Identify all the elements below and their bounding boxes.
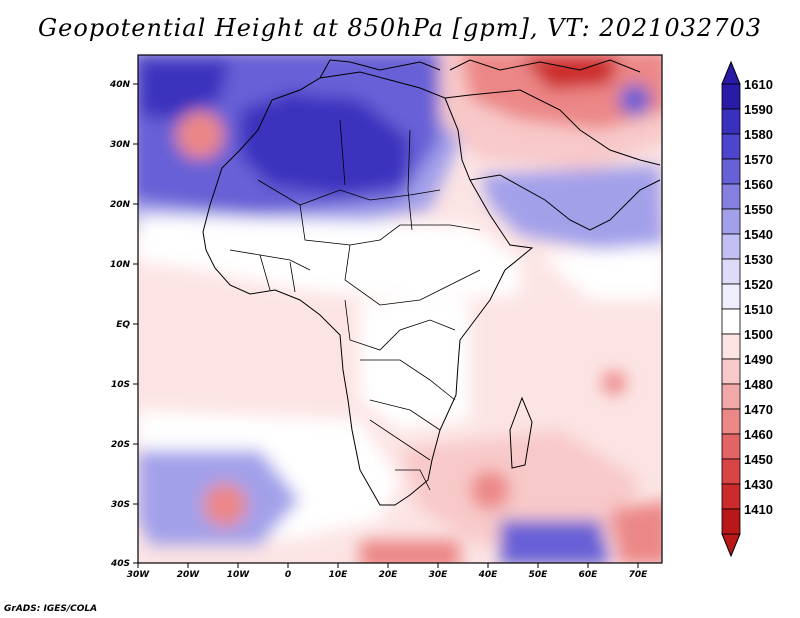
x-tick-label: 60E [579, 570, 599, 580]
country-borders [229, 119, 481, 491]
x-tick-label: 20E [379, 570, 399, 580]
colorbar-swatch [721, 333, 741, 360]
colorbar-swatch [721, 508, 741, 535]
colorbar-swatch [721, 233, 741, 260]
colorbar-swatch [721, 358, 741, 385]
colorbar-swatch [721, 283, 741, 310]
colorbar-top-arrow [721, 60, 741, 85]
colorbar-swatch [721, 158, 741, 185]
x-tick-label: 70E [629, 570, 649, 580]
colorbar-swatch [721, 183, 741, 210]
colorbar-swatch [721, 308, 741, 335]
colorbar-label: 1580 [744, 127, 773, 142]
tick-marks [133, 83, 639, 568]
coastlines [202, 59, 661, 506]
x-tick-label: 0 [285, 570, 291, 580]
colorbar-label: 1410 [744, 502, 773, 517]
colorbar-label: 1530 [744, 252, 773, 267]
x-axis-labels: 30W 20W 10W 0 10E 20E 30E 40E 50E 60E 70… [127, 570, 648, 580]
colorbar-label: 1510 [744, 302, 773, 317]
y-tick-label: 40N [109, 80, 131, 90]
colorbar-label: 1590 [744, 102, 773, 117]
x-tick-label: 30E [429, 570, 449, 580]
colorbar-label: 1460 [744, 427, 773, 442]
y-tick-label: 20N [110, 200, 131, 210]
y-tick-label: 30S [111, 500, 130, 510]
x-tick-label: 10W [227, 570, 251, 580]
y-tick-label: 10S [111, 380, 130, 390]
y-tick-label: 30N [110, 140, 131, 150]
y-axis-labels: 40N 30N 20N 10N EQ 10S 20S 30S 40S [109, 80, 131, 569]
colorbar-swatch [721, 258, 741, 285]
x-tick-label: 30W [127, 570, 151, 580]
colorbar-swatch [721, 458, 741, 485]
x-tick-label: 20W [177, 570, 201, 580]
chart-title: Geopotential Height at 850hPa [gpm], VT:… [38, 14, 762, 42]
y-tick-label: 20S [111, 440, 130, 450]
colorbar-label: 1540 [744, 227, 773, 242]
colorbar-swatch [721, 383, 741, 410]
y-tick-label: 40S [110, 559, 130, 569]
colorbar-swatch [721, 108, 741, 135]
x-tick-label: 50E [529, 570, 549, 580]
colorbar-label: 1570 [744, 152, 773, 167]
colorbar-label: 1430 [744, 477, 773, 492]
colorbar-label: 1480 [744, 377, 773, 392]
x-tick-label: 40E [478, 570, 499, 580]
colorbar-bottom-arrow [721, 533, 741, 558]
height-field [138, 55, 662, 563]
colorbar-label: 1560 [744, 177, 773, 192]
colorbar-label: 1500 [744, 327, 773, 342]
y-tick-label: EQ [116, 320, 130, 330]
colorbar-label: 1490 [744, 352, 773, 367]
map-frame [137, 54, 663, 564]
colorbar-label: 1550 [744, 202, 773, 217]
colorbar: 1610 1590 1580 1570 1560 1550 1540 1530 … [721, 60, 773, 558]
colorbar-label: 1450 [744, 452, 773, 467]
colorbar-swatch [721, 483, 741, 510]
footer-credit: GrADS: IGES/COLA [4, 604, 98, 614]
colorbar-swatch [721, 408, 741, 435]
colorbar-label: 1610 [744, 77, 773, 92]
colorbar-swatch [721, 133, 741, 160]
y-tick-label: 10N [110, 260, 131, 270]
x-tick-label: 10E [329, 570, 349, 580]
colorbar-label: 1520 [744, 277, 773, 292]
colorbar-label: 1470 [744, 402, 773, 417]
colorbar-swatch [721, 208, 741, 235]
colorbar-swatch [721, 83, 741, 110]
colorbar-swatch [721, 433, 741, 460]
